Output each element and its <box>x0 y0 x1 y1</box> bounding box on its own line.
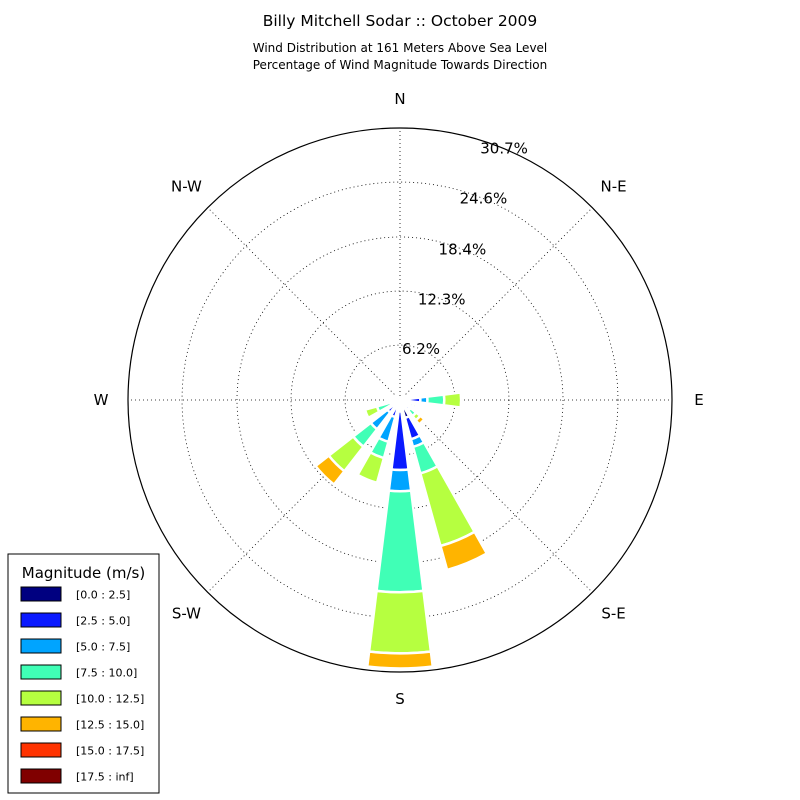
legend-label-7: [17.5 : inf] <box>76 771 134 784</box>
legend-swatch-1 <box>20 612 62 628</box>
wind-bar-dir8-bin4 <box>367 589 433 655</box>
direction-label-1: N-E <box>600 177 626 195</box>
wind-bar-dir8-bin3 <box>375 489 425 594</box>
grid-spoke-3 <box>399 399 593 593</box>
grid-spoke-5 <box>207 399 401 593</box>
legend-title: Magnitude (m/s) <box>22 564 145 582</box>
wind-bar-dir4-bin4 <box>442 391 463 409</box>
legend-swatch-4 <box>20 690 62 706</box>
wind-bars <box>313 391 489 670</box>
wind-bar-dir5-bin5 <box>412 402 419 411</box>
grid-ring-3 <box>236 236 564 564</box>
wind-bar-dir7-bin5 <box>438 530 489 572</box>
direction-label-5: S-W <box>172 605 201 623</box>
ring-label-3: 18.4% <box>439 240 487 258</box>
chart-subtitle-line2: Percentage of Wind Magnitude Towards Dir… <box>252 58 548 72</box>
direction-label-2: E <box>694 391 703 409</box>
chart-title: Billy Mitchell Sodar :: October 2009 <box>262 12 538 30</box>
wind-bar-dir12-bin5 <box>384 396 389 404</box>
ring-label-1: 6.2% <box>402 340 440 358</box>
wind-bar-dir13-bin3 <box>386 392 392 399</box>
ring-label-4: 24.6% <box>460 190 508 208</box>
wind-bar-dir10-bin5 <box>313 453 347 487</box>
legend-label-0: [0.0 : 2.5] <box>76 589 130 602</box>
legend-label-6: [15.0 : 17.5] <box>76 745 144 758</box>
grid-spoke-7 <box>207 207 401 401</box>
ring-label-2: 12.3% <box>418 290 466 308</box>
polar-labels: N N-E E S-E S S-W W N-W 6.2% 12.3% 18.4% 24.6% 30.7% <box>94 90 704 708</box>
wind-bar-dir8-bin2 <box>387 468 413 493</box>
wind-bar-dir15-bin0 <box>397 396 402 401</box>
wind-bar-dir8-bin5 <box>365 650 435 670</box>
wind-bar-dir11-bin4 <box>363 404 381 420</box>
wind-bar-dir9-bin4 <box>355 450 386 485</box>
legend-label-4: [10.0 : 12.5] <box>76 693 144 706</box>
legend-swatch-2 <box>20 638 62 654</box>
grid-spoke-1 <box>399 207 593 401</box>
legend: Magnitude (m/s) [0.0 : 2.5] [2.5 : 5.0] [5.… <box>7 553 160 794</box>
legend-swatch-3 <box>20 664 62 680</box>
legend-swatch-0 <box>20 586 62 602</box>
direction-label-7: N-W <box>171 177 202 195</box>
direction-label-4: S <box>395 690 405 708</box>
legend-swatch-6 <box>20 742 62 758</box>
wind-bar-dir3-bin4 <box>407 392 413 399</box>
wind-bar-dir6-bin6 <box>417 417 427 427</box>
legend-label-5: [12.5 : 15.0] <box>76 719 144 732</box>
legend-swatch-5 <box>20 716 62 732</box>
ring-label-5: 30.7% <box>480 140 528 158</box>
wind-bar-dir14-bin2 <box>394 394 400 400</box>
direction-label-0: N <box>394 90 405 108</box>
legend-swatch-7 <box>20 768 62 784</box>
direction-label-6: W <box>94 391 109 409</box>
legend-label-3: [7.5 : 10.0] <box>76 667 137 680</box>
legend-label-2: [5.0 : 7.5] <box>76 641 130 654</box>
wind-bar-dir7-bin4 <box>418 464 477 548</box>
direction-label-3: S-E <box>601 605 625 623</box>
outer-ring <box>127 127 673 673</box>
legend-label-1: [2.5 : 5.0] <box>76 615 130 628</box>
grid-ring-4 <box>181 181 619 619</box>
wind-bar-dir4-bin3 <box>425 393 446 407</box>
chart-subtitle-line1: Wind Distribution at 161 Meters Above Se… <box>252 41 548 55</box>
